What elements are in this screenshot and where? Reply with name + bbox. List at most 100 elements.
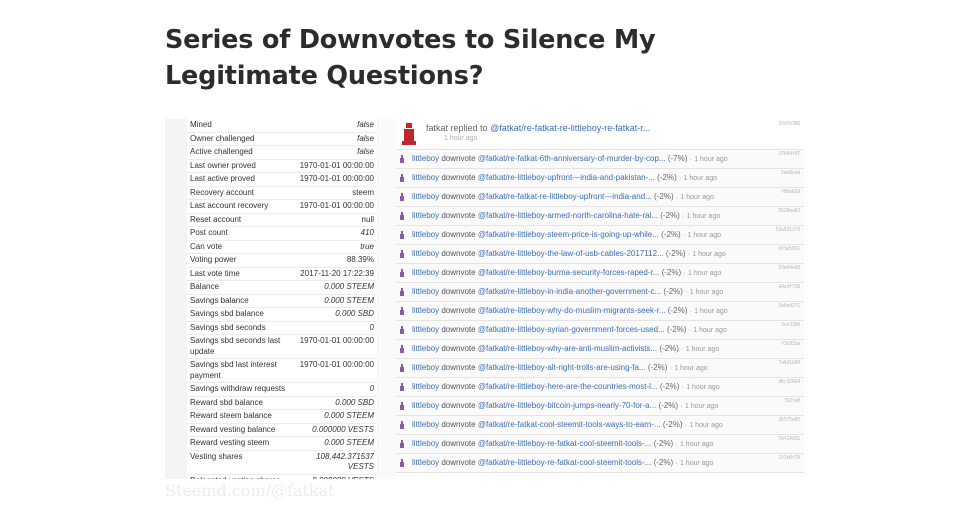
vote-icon	[400, 326, 404, 334]
voter-link[interactable]: littleboy	[412, 382, 440, 391]
vote-text: littleboy downvote @fatkat/re-littleboy-…	[412, 306, 728, 315]
vote-time: 1 hour ago	[687, 270, 722, 277]
account-row-label: Reward steem balance	[190, 411, 272, 420]
vote-post-link[interactable]: @fatkat/re-littleboy-burma-security-forc…	[477, 268, 660, 277]
vote-text: littleboy downvote @fatkat/re-littleboy-…	[412, 382, 720, 391]
reply-hash[interactable]: 33d7e366	[778, 121, 800, 127]
vote-post-link[interactable]: @fatkat/re-littleboy-bitcoin-jumps-nearl…	[477, 401, 657, 410]
voter-link[interactable]: littleboy	[412, 268, 440, 277]
vote-hash[interactable]: d6c32664	[778, 379, 800, 385]
vote-hash[interactable]: 7ef24d32	[778, 436, 800, 442]
vote-post-link[interactable]: @fatkat/re-littleboy-the-law-of-usb-cabl…	[477, 249, 664, 258]
voter-link[interactable]: littleboy	[412, 230, 440, 239]
voter-link[interactable]: littleboy	[412, 211, 440, 220]
vote-entry: littleboy downvote @fatkat/re-littleboy-…	[396, 283, 804, 302]
post-title: Series of Downvotes to Silence My Legiti…	[165, 25, 656, 91]
voter-link[interactable]: littleboy	[412, 287, 440, 296]
account-row-value: null	[361, 214, 374, 224]
vote-post-link[interactable]: @fatkat/re-littleboy-armed-north-carolin…	[477, 211, 659, 220]
account-row: Reset account null	[187, 214, 377, 227]
vote-action: downvote	[441, 230, 476, 239]
account-row: Last owner proved 1970-01-01 00:00:00	[187, 160, 377, 173]
vote-post-link[interactable]: @fatkat/re-littleboy-alt-right-trolls-ar…	[477, 363, 646, 372]
account-row-label: Post count	[190, 228, 228, 237]
voter-link[interactable]: littleboy	[412, 458, 440, 467]
vote-time: 1 hour ago	[683, 175, 718, 182]
vote-hash[interactable]: 7b2fe0	[783, 398, 801, 404]
voter-link[interactable]: littleboy	[412, 344, 440, 353]
voter-link[interactable]: littleboy	[412, 401, 440, 410]
account-row-label: Reset account	[190, 214, 242, 224]
panel-gutter	[378, 119, 396, 479]
vote-post-link[interactable]: @fatkat/re-littleboy-why-are-anti-muslim…	[477, 344, 658, 353]
vote-post-link[interactable]: @fatkat/re-fatkat-cool-steemit-tools-way…	[477, 420, 661, 429]
vote-hash[interactable]: d4e3f738	[778, 284, 800, 290]
vote-entry: littleboy downvote @fatkat/re-littleboy-…	[396, 454, 804, 473]
vote-hash[interactable]: f86e62d	[781, 189, 800, 195]
account-row-value: 1970-01-01 00:00:00	[299, 201, 374, 210]
reply-user[interactable]: fatkat	[426, 123, 449, 133]
vote-post-link[interactable]: @fatkat/re-littleboy-here-are-the-countr…	[477, 382, 658, 391]
account-row-label: Last active proved	[190, 174, 255, 183]
voter-link[interactable]: littleboy	[412, 192, 440, 201]
vote-post-link[interactable]: @fatkat/re-littleboy-steem-price-is-goin…	[477, 230, 659, 239]
voter-link[interactable]: littleboy	[412, 173, 440, 182]
vote-entry: littleboy downvote @fatkat/re-fatkat-re-…	[396, 188, 804, 207]
vote-sep: ·	[678, 175, 682, 182]
vote-post-link[interactable]: @fatkat/re-fatkat-re-littleboy-upfront--…	[477, 192, 652, 201]
vote-hash[interactable]: 37b94f67	[778, 151, 800, 157]
vote-hash[interactable]: 2b5f5e65	[778, 417, 800, 423]
account-row: Savings balance 0.000 STEEM	[187, 295, 377, 308]
vote-hash[interactable]: 7a6d1b60	[778, 360, 800, 366]
vote-post-link[interactable]: @fatkat/re-littleboy-re-fatkat-cool-stee…	[477, 458, 652, 467]
vote-time: 1 hour ago	[693, 327, 727, 334]
reply-text: fatkat replied to @fatkat/re-fatkat-re-l…	[426, 123, 650, 133]
vote-hash[interactable]: 53a6312f3	[775, 227, 801, 233]
account-row: Balance 0.000 STEEM	[187, 281, 377, 295]
vote-hash[interactable]: 5ee8ead	[781, 170, 800, 176]
vote-icon	[400, 174, 404, 182]
voter-link[interactable]: littleboy	[412, 439, 440, 448]
voter-link[interactable]: littleboy	[412, 363, 440, 372]
vote-hash[interactable]: 5528ea62	[778, 208, 800, 214]
vote-post-link[interactable]: @fatkat/re-littleboy-syrian-government-f…	[477, 325, 665, 334]
vote-sep: ·	[682, 232, 686, 239]
vote-post-link[interactable]: @fatkat/re-littleboy-re-fatkat-cool-stee…	[477, 439, 652, 448]
account-row: Savings withdraw requests 0	[187, 383, 377, 397]
account-row-label: Reward vesting balance	[190, 424, 276, 434]
vote-text: littleboy downvote @fatkat/re-littleboy-…	[412, 211, 720, 220]
account-row-value: 0.000 SBD	[335, 397, 374, 407]
vote-hash[interactable]: 5e6ed271	[778, 303, 800, 309]
voter-link[interactable]: littleboy	[412, 420, 440, 429]
account-row-value: 0.000 STEEM	[324, 411, 374, 420]
account-row: Savings sbd last interest payment 1970-01…	[187, 359, 377, 383]
vote-hash[interactable]: 3ce33b0	[781, 322, 800, 328]
vote-action: downvote	[441, 192, 476, 201]
vote-hash[interactable]: 6f3e5661	[778, 246, 800, 252]
vote-entry: littleboy downvote @fatkat/re-littleboy-…	[396, 435, 804, 454]
voter-link[interactable]: littleboy	[412, 154, 440, 163]
voter-link[interactable]: littleboy	[412, 325, 440, 334]
vote-sep: ·	[685, 289, 688, 296]
account-row-label: Can vote	[190, 241, 223, 251]
vote-percent: (-2%)	[653, 439, 674, 448]
vote-hash[interactable]: f3c81ba	[781, 341, 800, 347]
vote-sep: ·	[675, 460, 678, 467]
vote-text: littleboy downvote @fatkat/re-littleboy-…	[412, 268, 721, 277]
vote-entry: littleboy downvote @fatkat/re-littleboy-…	[396, 378, 804, 397]
vote-time: 1 hour ago	[684, 403, 719, 410]
vote-post-link[interactable]: @fatkat/re-littleboy-in-india-another-go…	[477, 287, 662, 296]
account-row-value: false	[357, 120, 374, 129]
vote-hash[interactable]: 53e64e60	[778, 265, 800, 271]
vote-hash[interactable]: 2f1b6f79	[778, 455, 800, 461]
vote-post-link[interactable]: @fatkat/re-littleboy-why-do-muslim-migra…	[477, 306, 666, 315]
vote-post-link[interactable]: @fatkat/re-littleboy-upfront---india-and…	[477, 173, 655, 182]
account-row: Reward vesting balance 0.000000 VESTS	[187, 424, 377, 437]
vote-percent: (-2%)	[659, 344, 679, 353]
vote-action: downvote	[441, 154, 476, 163]
vote-post-link[interactable]: @fatkat/re-fatkat-6th-anniversary-of-mur…	[477, 154, 666, 163]
voter-link[interactable]: littleboy	[412, 249, 440, 258]
reply-link[interactable]: @fatkat/re-fatkat-re-littleboy-re-fatkat…	[490, 123, 651, 133]
vote-time: 1 hour ago	[686, 384, 720, 391]
voter-link[interactable]: littleboy	[412, 306, 440, 315]
